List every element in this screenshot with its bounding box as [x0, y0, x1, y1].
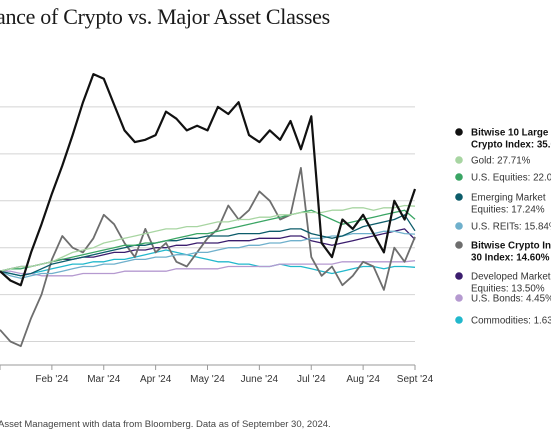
legend-label-line2: 30 Index: 14.60% [471, 253, 550, 264]
series-line-7 [0, 260, 416, 277]
legend-label: Emerging Market [471, 193, 546, 204]
gridlines [0, 106, 415, 343]
legend-label-line2: Equities: 17.24% [471, 205, 545, 216]
legend-marker [455, 193, 463, 201]
x-tick-label: Feb '24 [35, 374, 68, 385]
series-line-6 [0, 228, 416, 272]
legend-marker [455, 173, 463, 181]
x-tick-label: Sept '24 [397, 374, 434, 385]
legend-label-line2: Equities: 13.50% [471, 284, 545, 295]
x-tick-label: Mar '24 [87, 374, 120, 385]
source-note: Asset Management with data from Bloomber… [0, 419, 331, 430]
series-line-8 [0, 249, 416, 277]
legend-label: U.S. Equities: 22.08% [471, 173, 551, 184]
legend-label: Bitwise 10 Large Ca [471, 128, 551, 139]
legend-label: Bitwise Crypto Inno [471, 241, 551, 252]
legend-marker [455, 294, 463, 302]
series-line-0 [0, 72, 417, 287]
chart-title: ance of Crypto vs. Major Asset Classes [0, 4, 330, 29]
series-line-5 [0, 166, 416, 348]
x-tick-label: June '24 [241, 374, 279, 385]
x-tick-label: Apr '24 [140, 374, 172, 385]
series-line-3 [0, 214, 416, 277]
legend-marker [455, 222, 463, 230]
x-tick-label: Jul '24 [297, 374, 326, 385]
legend-marker [455, 241, 463, 249]
legend: Bitwise 10 Large CaCrypto Index: 35.07 Go… [455, 128, 551, 327]
legend-marker [455, 156, 463, 164]
legend-marker [455, 272, 463, 280]
x-tick-label: Aug '24 [346, 374, 380, 385]
series-line-4 [0, 230, 416, 279]
legend-label: U.S. REITs: 15.84% [471, 222, 551, 233]
x-tick-label: May '24 [190, 374, 225, 385]
legend-label: U.S. Bonds: 4.45% [471, 294, 551, 305]
legend-label-line2: Crypto Index: 35.07 [471, 140, 551, 151]
legend-label: Gold: 27.71% [471, 156, 531, 167]
legend-marker [455, 128, 463, 136]
legend-label: Developed Market [471, 272, 551, 283]
legend-label: Commodities: 1.63% [471, 316, 551, 327]
series-line-1 [0, 204, 416, 272]
legend-marker [455, 316, 463, 324]
series-lines [0, 72, 417, 348]
